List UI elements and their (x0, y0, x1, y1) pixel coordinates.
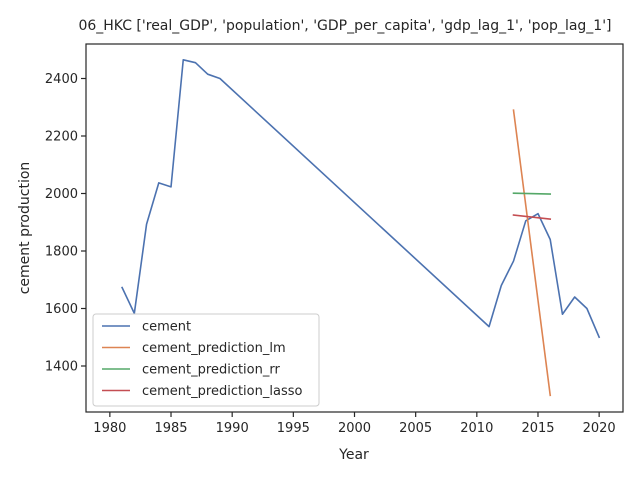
legend-box (92, 313, 320, 407)
legend-label-3: cement_prediction_lasso (142, 384, 302, 399)
x-tick-label: 2000 (338, 421, 371, 436)
x-tick-label: 1985 (154, 421, 187, 436)
chart-title: 06_HKC ['real_GDP', 'population', 'GDP_p… (78, 18, 611, 34)
series-line-2 (512, 192, 552, 195)
legend: cement cement_prediction_lm cement_predict… (92, 313, 320, 407)
legend-label-1: cement_prediction_lm (142, 341, 286, 356)
y-tick-label: 1600 (45, 302, 78, 317)
y-tick-label: 1400 (45, 360, 78, 375)
series-line-3 (512, 214, 552, 220)
legend-label-2: cement_prediction_rr (142, 363, 280, 378)
y-axis: 1400 1600 1800 2000 2200 2400 (45, 72, 86, 375)
x-tick-label: 2015 (521, 421, 554, 436)
x-tick-label: 2020 (583, 421, 616, 436)
y-tick-label: 1800 (45, 245, 78, 260)
plot-lines (121, 59, 601, 397)
y-axis-label: cement production (17, 162, 33, 295)
y-tick-label: 2400 (45, 72, 78, 87)
x-tick-label: 2010 (460, 421, 493, 436)
series-line-1 (512, 109, 552, 397)
y-tick-label: 2000 (45, 187, 78, 202)
legend-label-0: cement (142, 320, 191, 335)
series-line-0 (121, 59, 601, 339)
x-tick-label: 2005 (399, 421, 432, 436)
y-tick-label: 2200 (45, 130, 78, 145)
x-axis: 1980 1985 1990 1995 2000 2005 2010 2015 2020 (93, 412, 616, 436)
x-tick-label: 1995 (277, 421, 310, 436)
x-axis-label: Year (338, 447, 369, 463)
x-tick-label: 1980 (93, 421, 126, 436)
x-tick-label: 1990 (216, 421, 249, 436)
